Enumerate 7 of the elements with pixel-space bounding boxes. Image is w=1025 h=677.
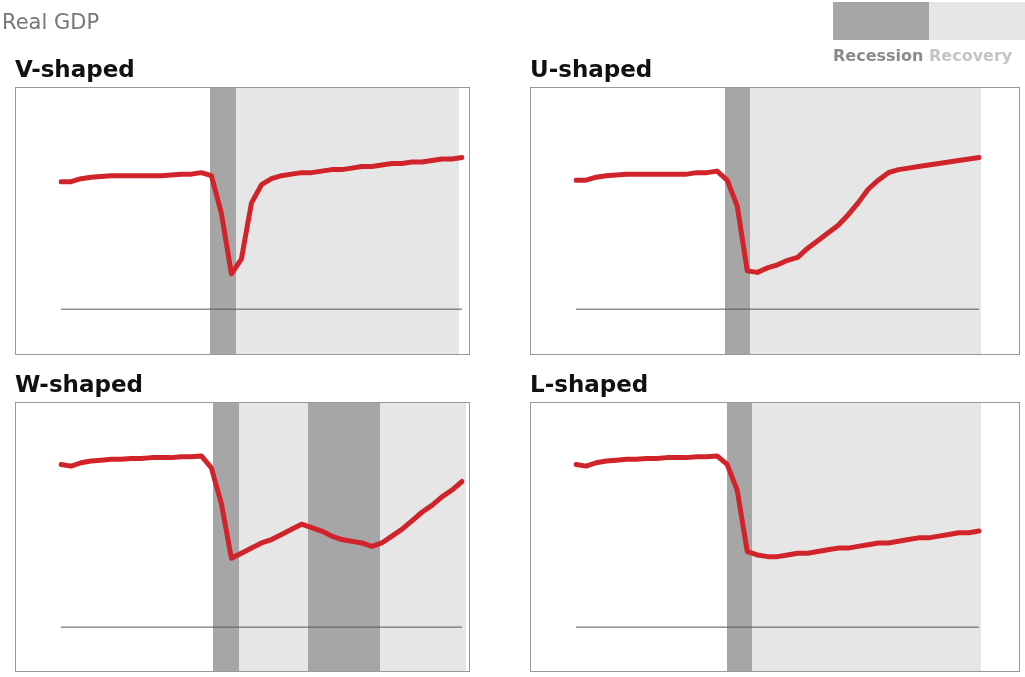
- chart-title: L-shaped: [530, 370, 650, 399]
- chart-title: V-shaped: [15, 55, 136, 84]
- y-axis-title: Real GDP: [2, 10, 100, 34]
- text: Recession: [833, 46, 925, 65]
- chart-title: W-shaped: [15, 370, 144, 399]
- text: Recovery: [929, 46, 1014, 65]
- chart-title: U-shaped: [530, 56, 653, 82]
